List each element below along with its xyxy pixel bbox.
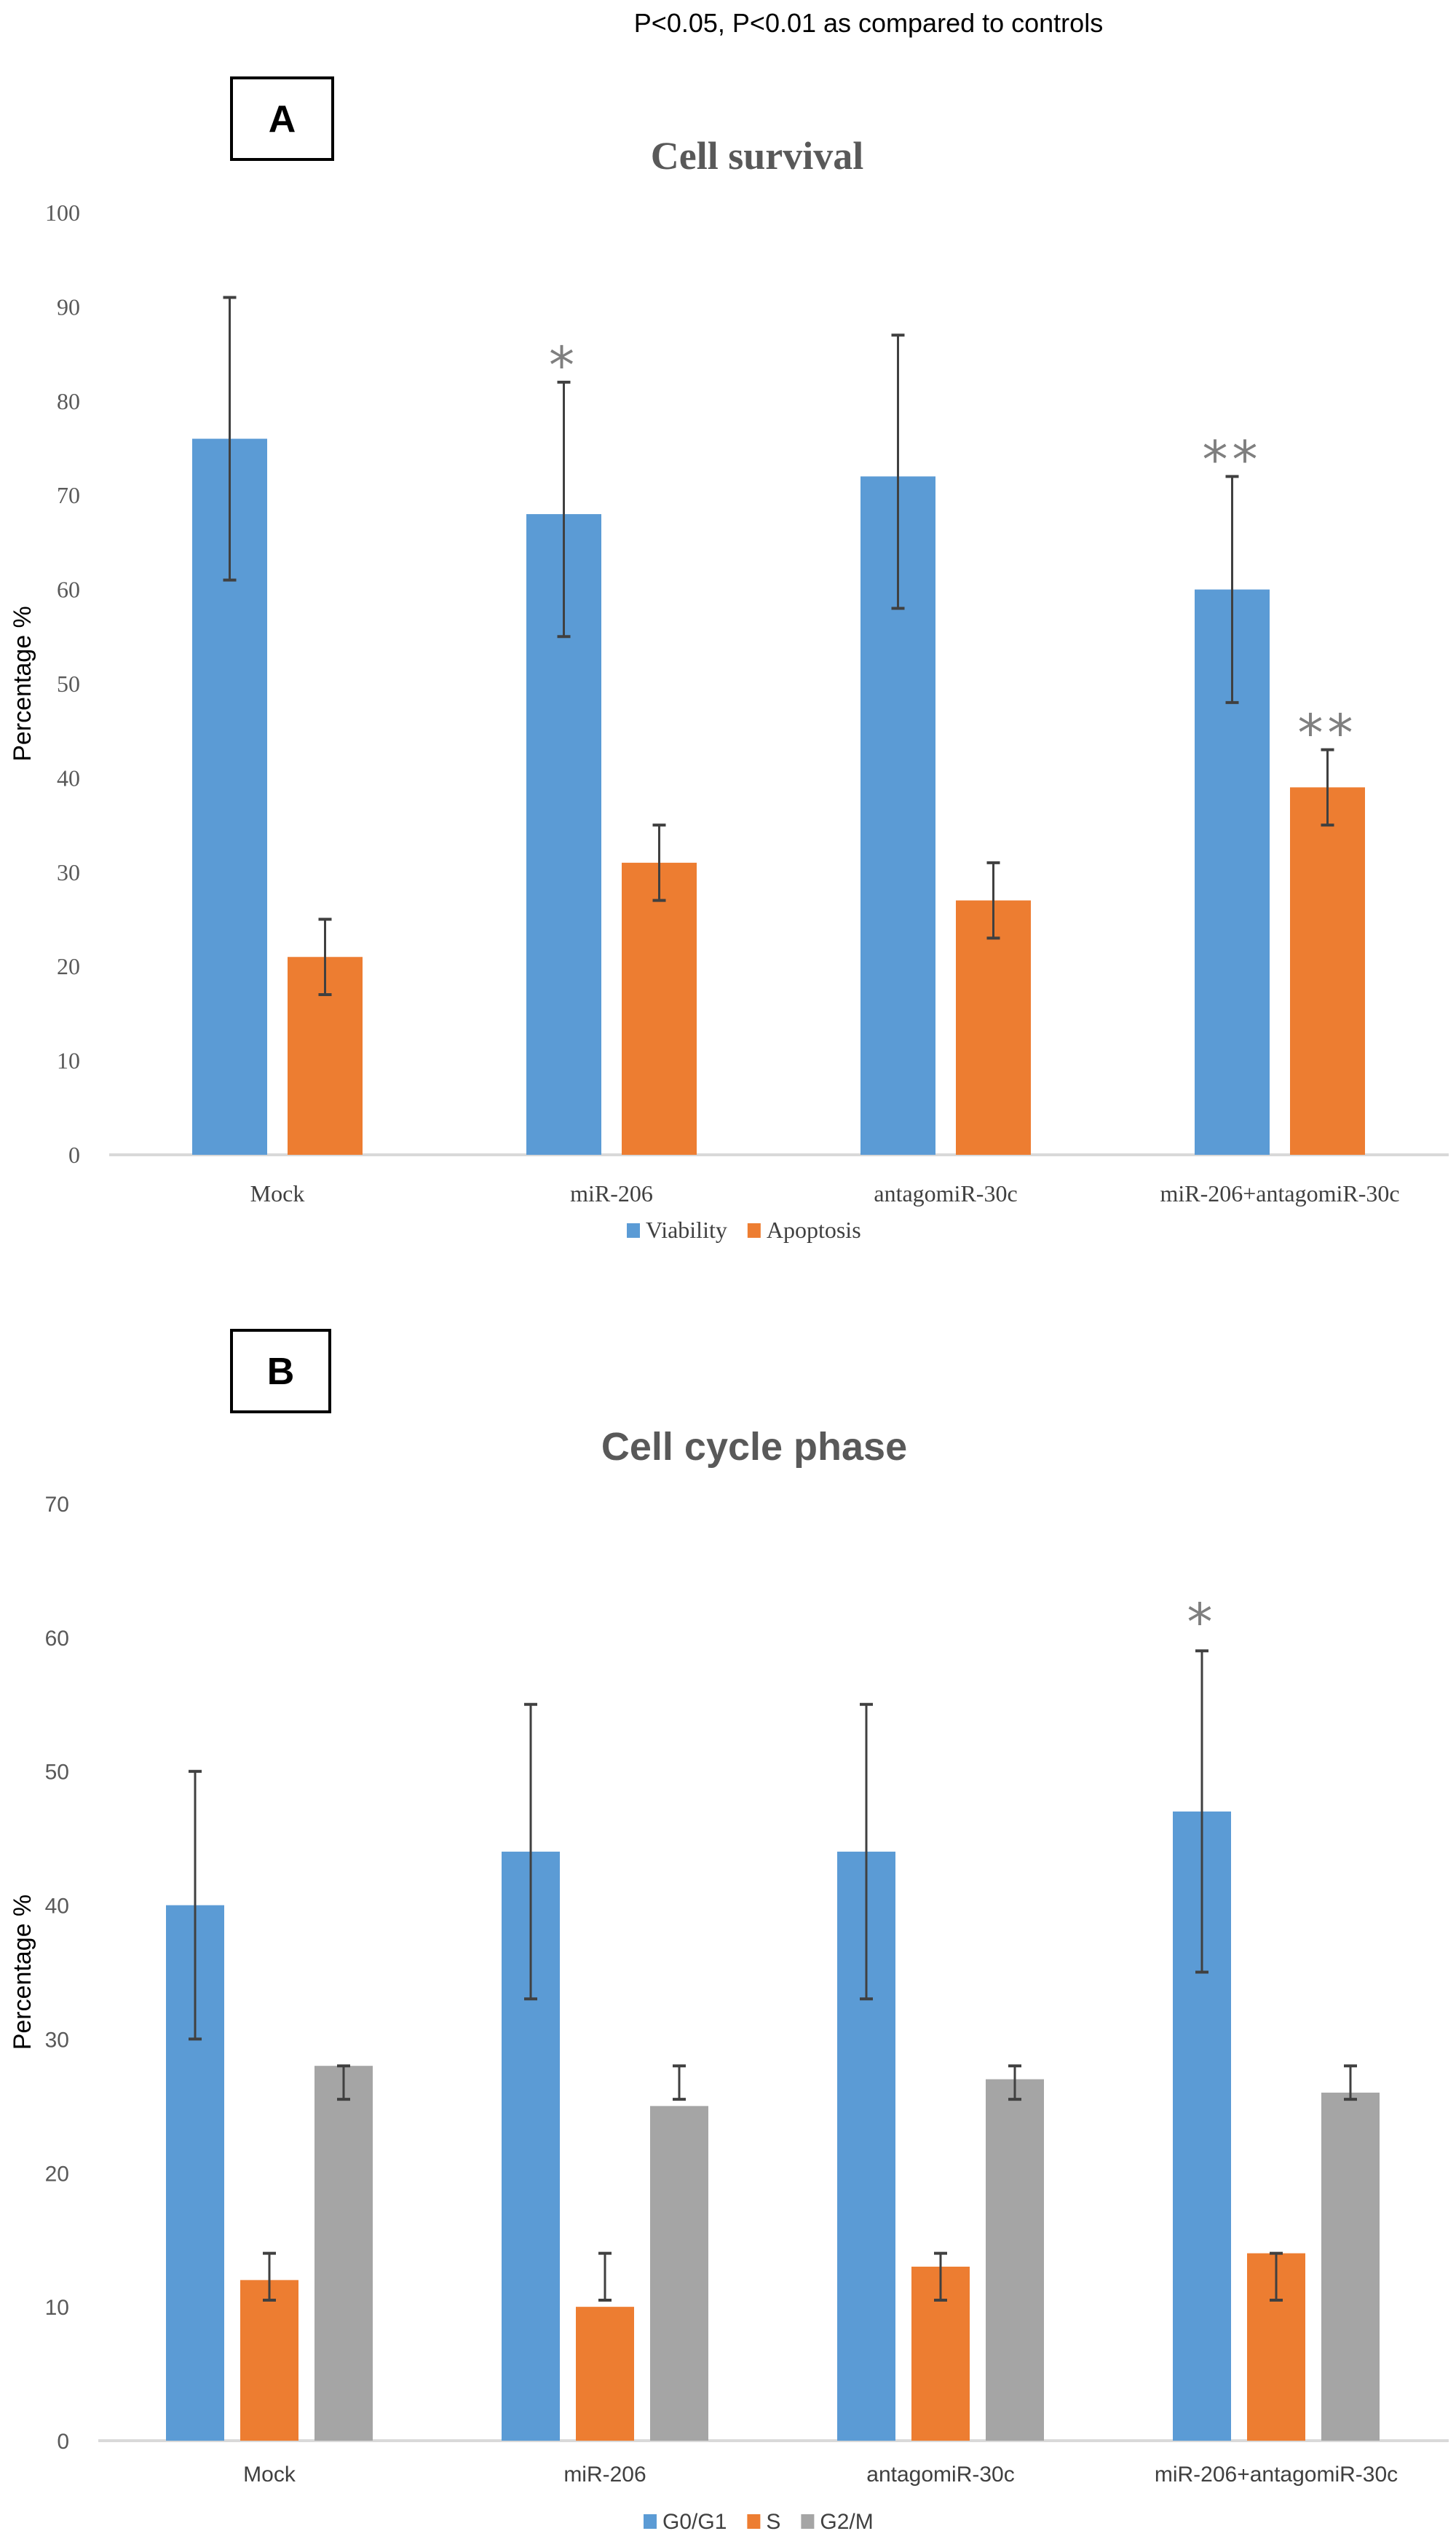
y-tick-label: 0 — [57, 2430, 69, 2454]
legend-label: G2/M — [820, 2510, 873, 2534]
significance-star: ** — [1203, 430, 1262, 490]
legend-swatch — [801, 2514, 815, 2529]
bar-g2-m — [1321, 2092, 1380, 2441]
panel-label-box — [230, 76, 334, 161]
x-category-label: miR-206 — [570, 1180, 653, 1207]
bar-apoptosis — [956, 900, 1031, 1155]
bar-g2-m — [650, 2106, 708, 2441]
significance-star: ** — [1298, 703, 1358, 763]
legend-swatch — [747, 1223, 761, 1238]
y-tick-label: 50 — [57, 671, 80, 697]
x-category-label: miR-206+antagomiR-30c — [1155, 2463, 1398, 2487]
legend-label: Viability — [646, 1217, 727, 1243]
chart-title: Cell survival — [651, 134, 864, 178]
significance-star: * — [1187, 1592, 1217, 1652]
y-tick-label: 60 — [57, 577, 80, 603]
bar-g2-m — [314, 2066, 373, 2441]
y-tick-label: 30 — [57, 859, 80, 885]
y-tick-label: 40 — [45, 1895, 69, 1919]
legend-label: S — [766, 2510, 780, 2534]
x-category-label: Mock — [250, 1180, 305, 1207]
y-tick-label: 80 — [57, 388, 80, 414]
legend-swatch — [627, 1223, 640, 1238]
y-tick-label: 20 — [45, 2162, 69, 2186]
y-tick-label: 0 — [68, 1142, 80, 1168]
y-tick-label: 10 — [45, 2296, 69, 2320]
y-tick-label: 90 — [57, 293, 80, 320]
panel-a: A Cell survival 0 10 20 30 40 50 60 70 80 90 100 Perc… — [9, 76, 1449, 1243]
bar-s — [576, 2307, 634, 2441]
panel-label: A — [269, 98, 296, 141]
x-category-label: miR-206+antagomiR-30c — [1160, 1180, 1399, 1207]
significance-note: P<0.05, P<0.01 as compared to controls — [634, 8, 1103, 38]
y-tick-label: 20 — [57, 953, 80, 979]
y-tick-label: 70 — [57, 482, 80, 508]
panel-b: B Cell cycle phase 0 10 20 30 40 50 60 70 Percenta… — [9, 1329, 1449, 2534]
legend-swatch — [747, 2514, 761, 2529]
bar-s — [240, 2280, 298, 2441]
panel-label-box — [230, 1329, 331, 1413]
y-tick-label: 60 — [45, 1627, 69, 1651]
y-axis-label: Percentage % — [9, 606, 36, 762]
x-category-label: Mock — [243, 2463, 296, 2487]
y-tick-label: 100 — [45, 200, 80, 226]
y-tick-label: 30 — [45, 2028, 69, 2052]
y-tick-label: 70 — [45, 1493, 69, 1517]
y-tick-label: 10 — [57, 1048, 80, 1074]
bar-apoptosis — [622, 862, 697, 1155]
x-category-label: miR-206 — [563, 2463, 646, 2487]
legend-label: Apoptosis — [767, 1217, 861, 1243]
chart-title: Cell cycle phase — [601, 1425, 907, 1469]
x-category-label: antagomiR-30c — [866, 2463, 1014, 2487]
bar-apoptosis — [1290, 787, 1365, 1155]
x-category-label: antagomiR-30c — [874, 1180, 1017, 1207]
legend-label: G0/G1 — [662, 2510, 727, 2534]
y-tick-label: 50 — [45, 1761, 69, 1785]
bar-g2-m — [986, 2079, 1044, 2441]
significance-star: * — [549, 336, 579, 395]
y-tick-label: 40 — [57, 765, 80, 791]
panel-label: B — [267, 1351, 295, 1393]
legend-swatch — [644, 2514, 657, 2529]
y-axis-label: Percentage % — [9, 1895, 36, 2050]
